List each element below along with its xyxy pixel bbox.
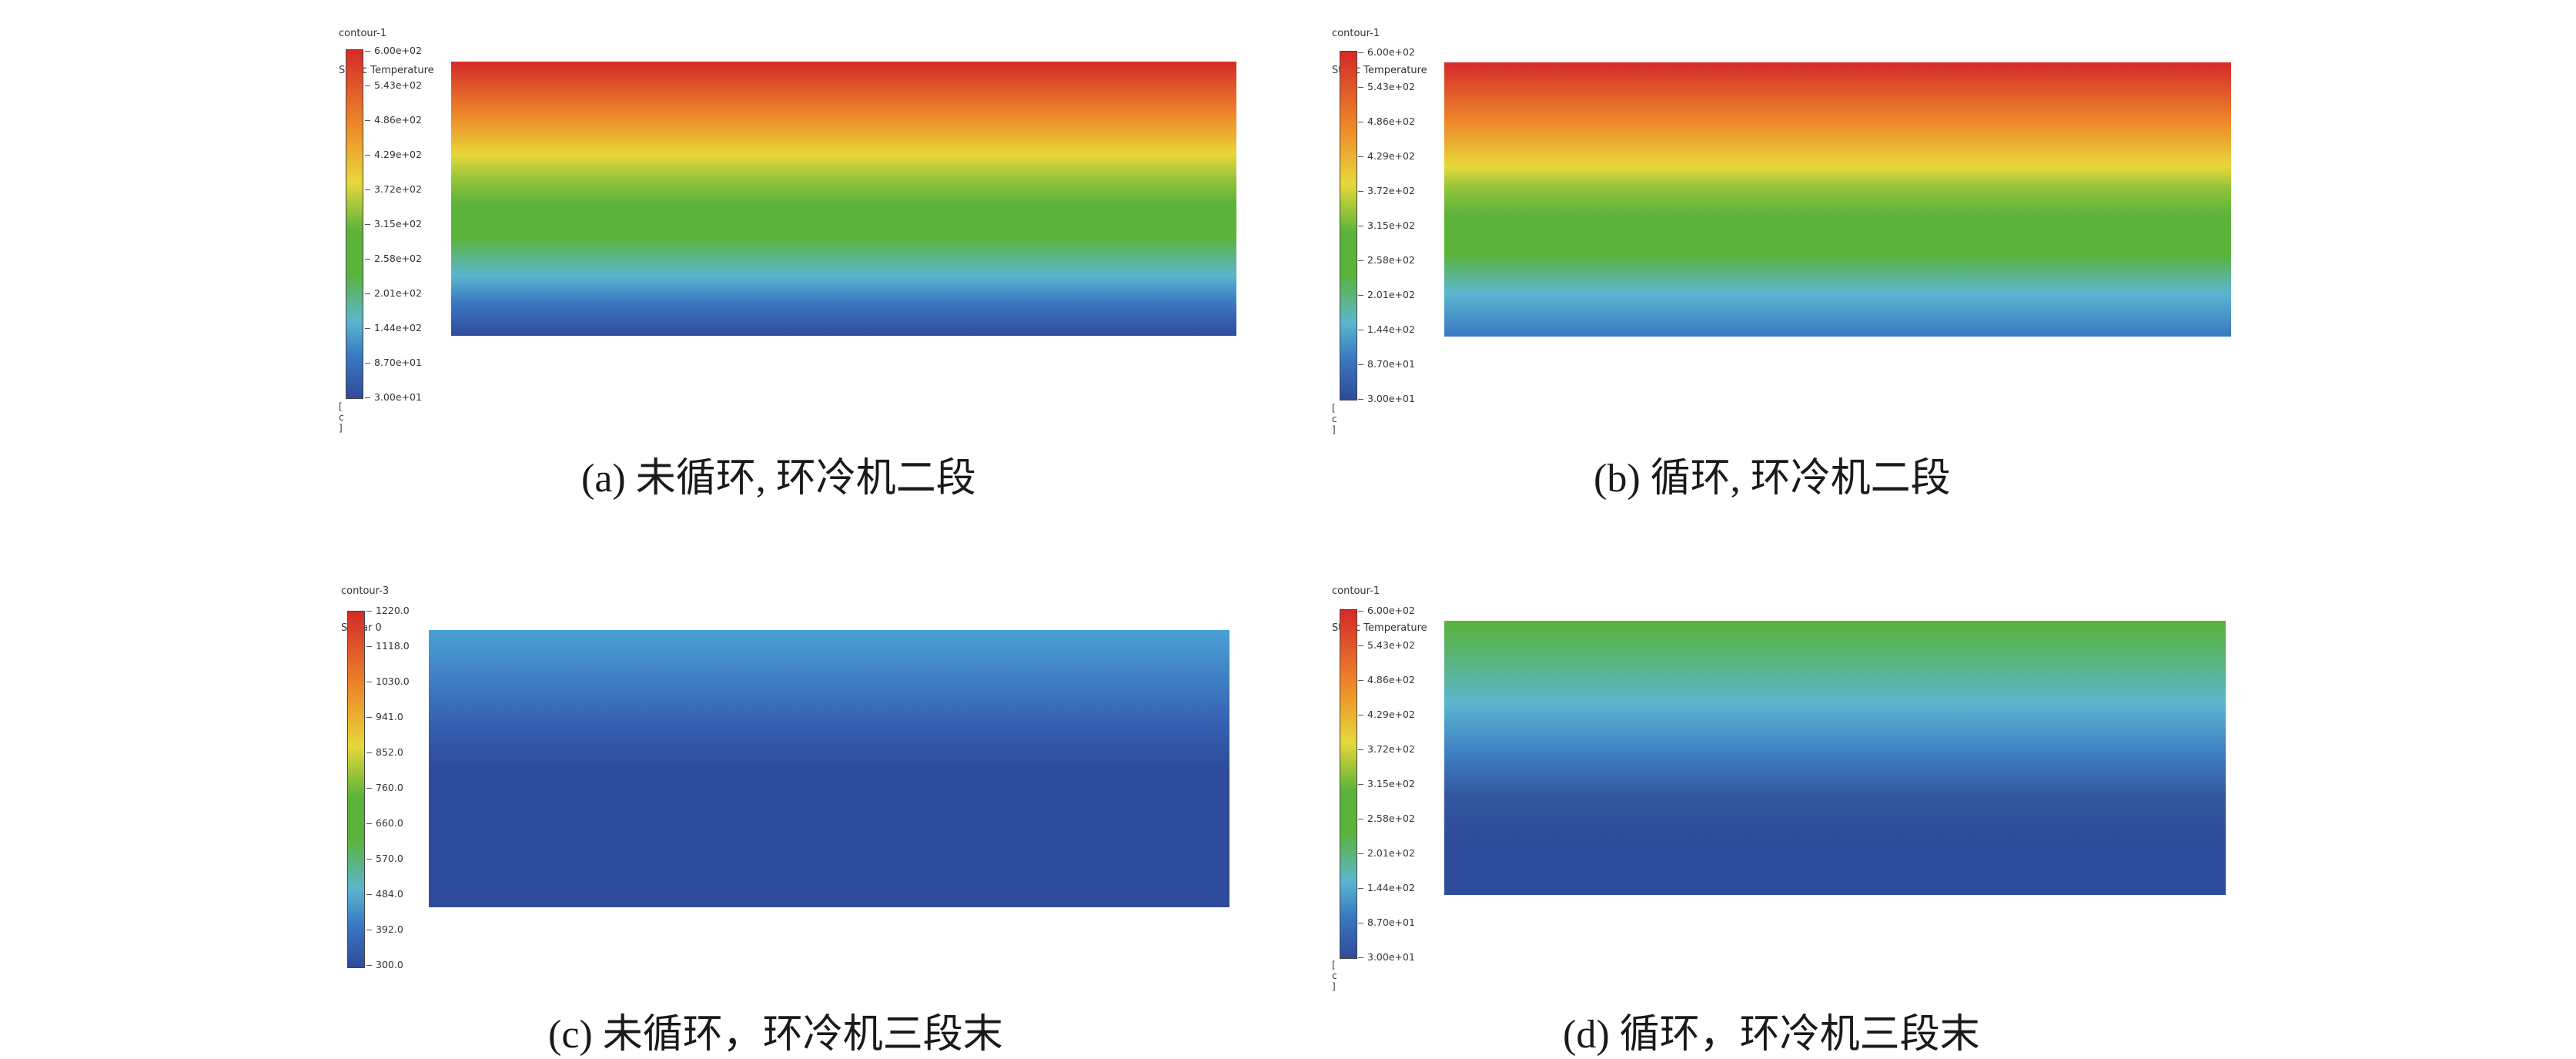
tick-label: 3.00e+01 (1358, 951, 1415, 963)
tick-label: 8.70e+01 (365, 357, 422, 368)
tick-label: 1.44e+02 (365, 322, 422, 333)
caption: (b) 循环, 环冷机二段 (1594, 457, 1951, 501)
unit-label: [ c ] (339, 401, 344, 434)
tick-label: 1.44e+02 (1358, 882, 1415, 893)
tick-label: 3.72e+02 (1358, 743, 1415, 755)
unit-label: [ c ] (1332, 960, 1337, 992)
tick-label: 6.00e+02 (1358, 46, 1415, 58)
temperature-field (1444, 621, 2226, 895)
tick-label: 4.86e+02 (365, 114, 422, 126)
tick-label: 760.0 (366, 782, 403, 793)
tick-label: 1220.0 (366, 605, 410, 616)
colorbar (1340, 51, 1357, 400)
tick-label: 2.58e+02 (1358, 813, 1415, 824)
tick-label: 1.44e+02 (1358, 323, 1415, 335)
tick-label: 6.00e+02 (365, 45, 422, 56)
tick-label: 3.15e+02 (1358, 220, 1415, 231)
tick-label: 6.00e+02 (1358, 605, 1415, 616)
tick-label: 660.0 (366, 817, 403, 829)
tick-label: 4.29e+02 (365, 149, 422, 160)
tick-label: 5.43e+02 (1358, 639, 1415, 651)
tick-label: 300.0 (366, 959, 403, 970)
tick-label: 4.86e+02 (1358, 116, 1415, 127)
tick-label: 4.29e+02 (1358, 709, 1415, 720)
contour-name: contour-1 (1332, 585, 1380, 597)
tick-label: 941.0 (366, 711, 403, 722)
tick-label: 2.58e+02 (365, 253, 422, 264)
tick-label: 852.0 (366, 746, 403, 758)
colorbar (1340, 609, 1357, 959)
unit-label: [ c ] (1332, 403, 1337, 435)
tick-label: 4.29e+02 (1358, 150, 1415, 162)
caption: (d) 循环，环冷机三段末 (1563, 1013, 1980, 1057)
tick-label: 3.15e+02 (365, 218, 422, 230)
tick-label: 484.0 (366, 888, 403, 900)
tick-label: 5.43e+02 (1358, 81, 1415, 92)
tick-label: 3.00e+01 (1358, 393, 1415, 404)
tick-label: 392.0 (366, 923, 403, 935)
caption: (c) 未循环，环冷机三段末 (548, 1013, 1003, 1057)
tick-label: 3.15e+02 (1358, 778, 1415, 789)
tick-label: 8.70e+01 (1358, 358, 1415, 370)
caption: (a) 未循环, 环冷机二段 (581, 457, 976, 501)
tick-label: 3.72e+02 (365, 183, 422, 195)
tick-label: 3.00e+01 (365, 391, 422, 403)
temperature-field (1444, 62, 2231, 337)
tick-label: 2.01e+02 (365, 287, 422, 299)
temperature-field (451, 62, 1236, 336)
colorbar (347, 611, 365, 968)
tick-label: 570.0 (366, 853, 403, 864)
tick-label: 1118.0 (366, 640, 410, 652)
tick-label: 3.72e+02 (1358, 185, 1415, 196)
tick-label: 8.70e+01 (1358, 917, 1415, 928)
tick-label: 2.58e+02 (1358, 254, 1415, 266)
tick-label: 1030.0 (366, 675, 410, 687)
tick-label: 2.01e+02 (1358, 289, 1415, 300)
colorbar (346, 49, 363, 399)
tick-label: 4.86e+02 (1358, 674, 1415, 685)
tick-label: 2.01e+02 (1358, 847, 1415, 859)
contour-name: contour-1 (1332, 28, 1380, 39)
contour-name: contour-1 (339, 28, 387, 39)
contour-name: contour-3 (341, 585, 390, 597)
temperature-field (429, 630, 1229, 907)
tick-label: 5.43e+02 (365, 79, 422, 91)
